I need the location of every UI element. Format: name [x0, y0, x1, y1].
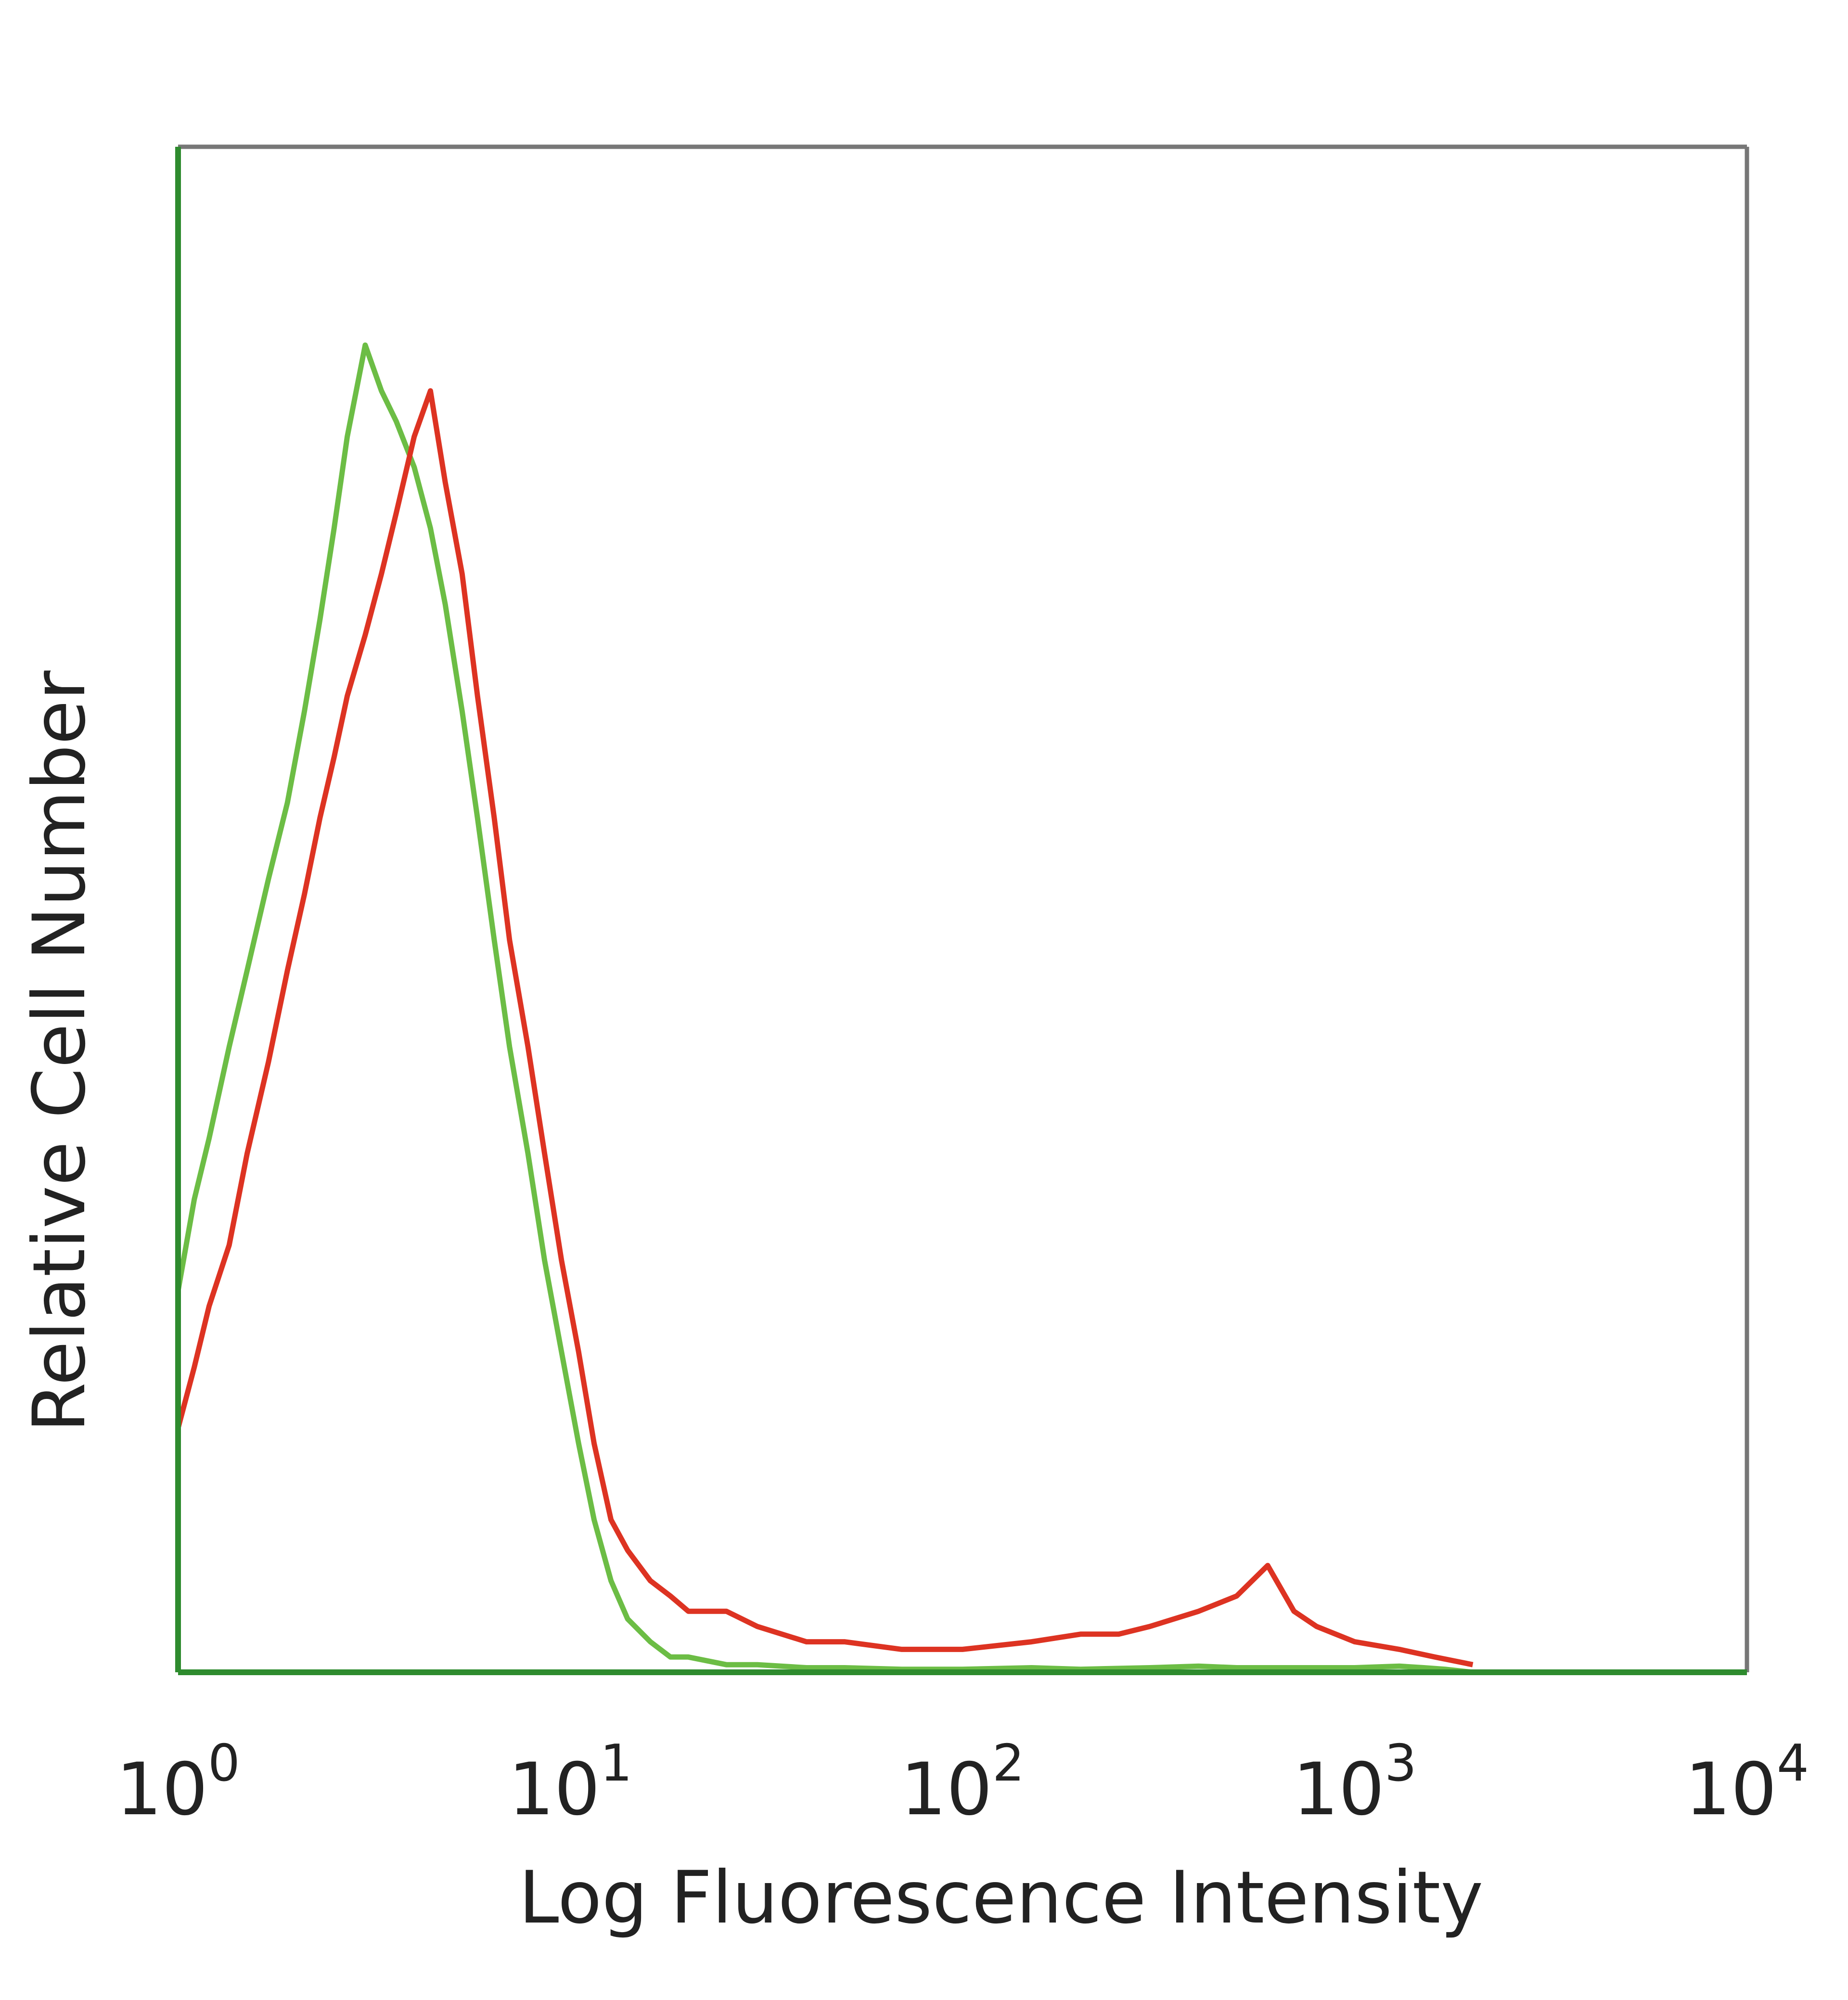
x-tick-base-4: 10 — [1685, 1748, 1777, 1832]
x-tick-exponent-3: 3 — [1385, 1734, 1417, 1793]
x-tick-exponent-0: 0 — [208, 1734, 240, 1793]
x-tick-base-0: 10 — [116, 1748, 208, 1832]
x-tick-label-3: 103 — [1293, 1734, 1417, 1832]
x-tick-base-2: 10 — [900, 1748, 992, 1832]
x-tick-exponent-4: 4 — [1777, 1734, 1809, 1793]
series-layer — [175, 342, 1474, 1675]
y-axis-label: Relative Cell Number — [18, 670, 102, 1433]
x-tick-labels: 100 101 102 103 104 — [116, 1734, 1809, 1832]
x-tick-exponent-2: 2 — [992, 1734, 1025, 1793]
x-tick-label-0: 100 — [116, 1734, 240, 1832]
x-tick-label-2: 102 — [900, 1734, 1025, 1832]
x-tick-label-4: 104 — [1685, 1734, 1809, 1832]
histogram-series-2 — [175, 388, 1474, 1667]
histogram-series-1 — [175, 342, 1473, 1675]
x-tick-base-3: 10 — [1293, 1748, 1385, 1832]
x-tick-base-1: 10 — [508, 1748, 600, 1832]
x-tick-label-1: 101 — [508, 1734, 632, 1832]
x-axis-label: Log Fluorescence Intensity — [519, 1856, 1483, 1940]
x-tick-exponent-1: 1 — [600, 1734, 632, 1793]
